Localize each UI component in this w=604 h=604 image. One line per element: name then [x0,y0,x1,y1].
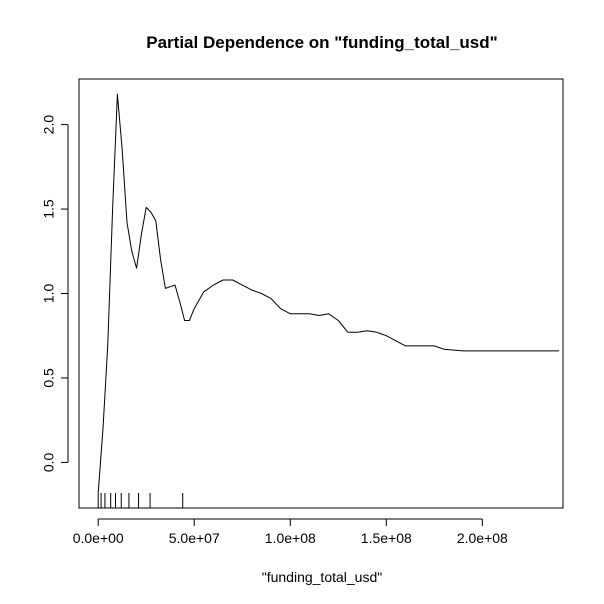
y-axis: 0.0 0.5 1.0 1.5 2.0 [41,115,69,472]
x-tick-label: 2.0e+08 [457,530,508,546]
x-tick-label: 1.0e+08 [265,530,316,546]
y-tick-label: 0.0 [41,452,57,472]
y-tick-label: 1.0 [41,284,57,304]
series-group [97,93,560,493]
x-tick-label: 1.5e+08 [361,530,412,546]
y-tick-label: 0.5 [41,368,57,388]
y-tick-label: 2.0 [41,115,57,135]
series-line [97,93,560,493]
y-tick-label: 1.5 [41,199,57,219]
rug-marks [97,493,184,508]
x-tick-label: 5.0e+07 [169,530,220,546]
plot-frame [78,78,564,509]
x-tick-label: 0.0e+00 [73,530,124,546]
x-axis-label: "funding_total_usd" [262,569,383,585]
x-axis: 0.0e+00 5.0e+07 1.0e+08 1.5e+08 2.0e+08 [73,518,508,546]
chart-title: Partial Dependence on "funding_total_usd… [146,33,497,52]
